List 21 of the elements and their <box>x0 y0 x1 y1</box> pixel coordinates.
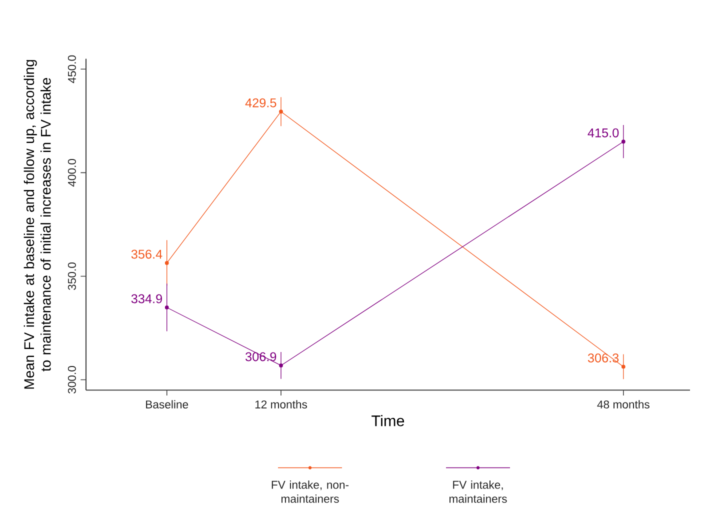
y-tick-label: 450.0 <box>68 56 76 84</box>
x-tick-label: 48 months <box>597 400 650 409</box>
point <box>164 261 169 266</box>
point <box>279 110 283 114</box>
y-tick-label: 300.0 <box>68 366 76 394</box>
y-tick-label: 350.0 <box>68 262 76 290</box>
point <box>164 306 169 310</box>
point <box>279 364 283 368</box>
x-tick-label: Baseline <box>146 400 188 409</box>
y-tick-label: 400.0 <box>68 159 76 187</box>
x-axis-title: Time <box>372 415 404 426</box>
data-label: 429.5 <box>245 98 276 108</box>
point <box>621 140 626 144</box>
legend-label: FV intake, maintainers <box>449 480 507 503</box>
data-label: 334.9 <box>131 294 162 304</box>
data-label: 415.0 <box>588 128 619 138</box>
y-axis-title: Mean FV intake at baseline and follow up, according to maintenance of initial increases in FV intake <box>24 60 51 389</box>
data-label: 356.4 <box>131 250 162 259</box>
point <box>621 364 626 369</box>
legend-label: FV intake, non-maintainers <box>272 480 349 503</box>
x-tick-label: 12 months <box>255 400 308 409</box>
